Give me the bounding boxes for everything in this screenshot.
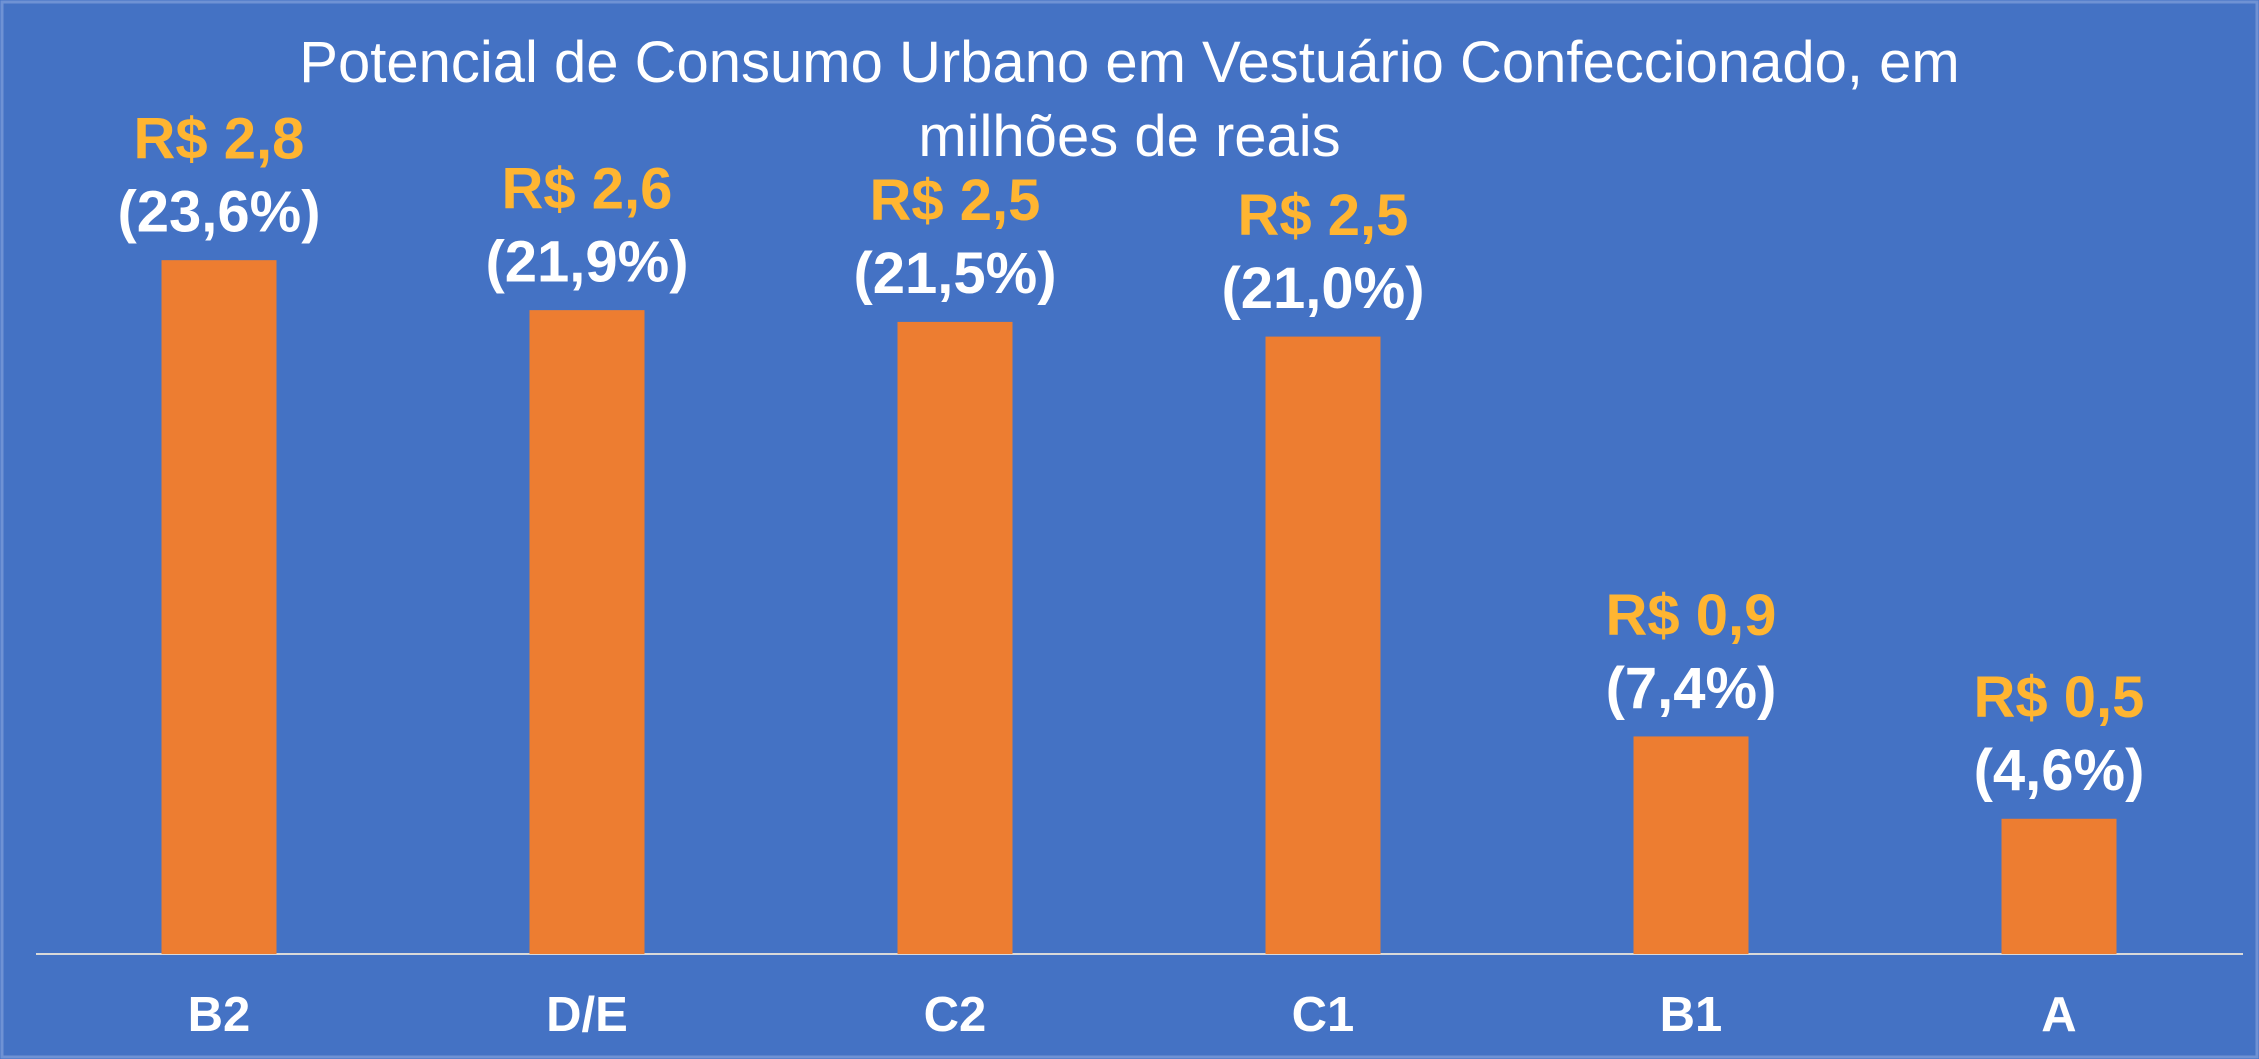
bar: [1265, 336, 1381, 955]
data-label: (21,0%): [1221, 256, 1424, 321]
x-tick-label: B2: [188, 988, 251, 1042]
data-label: (21,5%): [853, 241, 1056, 306]
x-tick-label: C2: [924, 988, 987, 1042]
data-label: (4,6%): [1974, 738, 2145, 803]
x-tick-label: B1: [1660, 988, 1723, 1042]
data-label: (23,6%): [117, 179, 320, 244]
amount-label: R$ 2,6: [502, 156, 673, 221]
bar: [161, 260, 277, 954]
x-tick-label: C1: [1292, 988, 1355, 1042]
data-label: (7,4%): [1606, 656, 1777, 721]
bar: [897, 321, 1013, 954]
bar: [1633, 736, 1749, 954]
x-tick-label: D/E: [546, 988, 628, 1042]
bar: [2001, 818, 2117, 954]
amount-label: R$ 0,9: [1606, 583, 1777, 648]
chart-title: Potencial de Consumo Urbano em Vestuário…: [299, 30, 1960, 169]
x-tick-label: A: [2041, 988, 2076, 1042]
amount-label: R$ 2,8: [134, 106, 305, 171]
amount-label: R$ 2,5: [1238, 183, 1409, 248]
data-label: (21,9%): [485, 229, 688, 294]
bar: [529, 310, 645, 954]
amount-label: R$ 2,5: [870, 168, 1041, 233]
amount-label: R$ 0,5: [1974, 665, 2145, 730]
